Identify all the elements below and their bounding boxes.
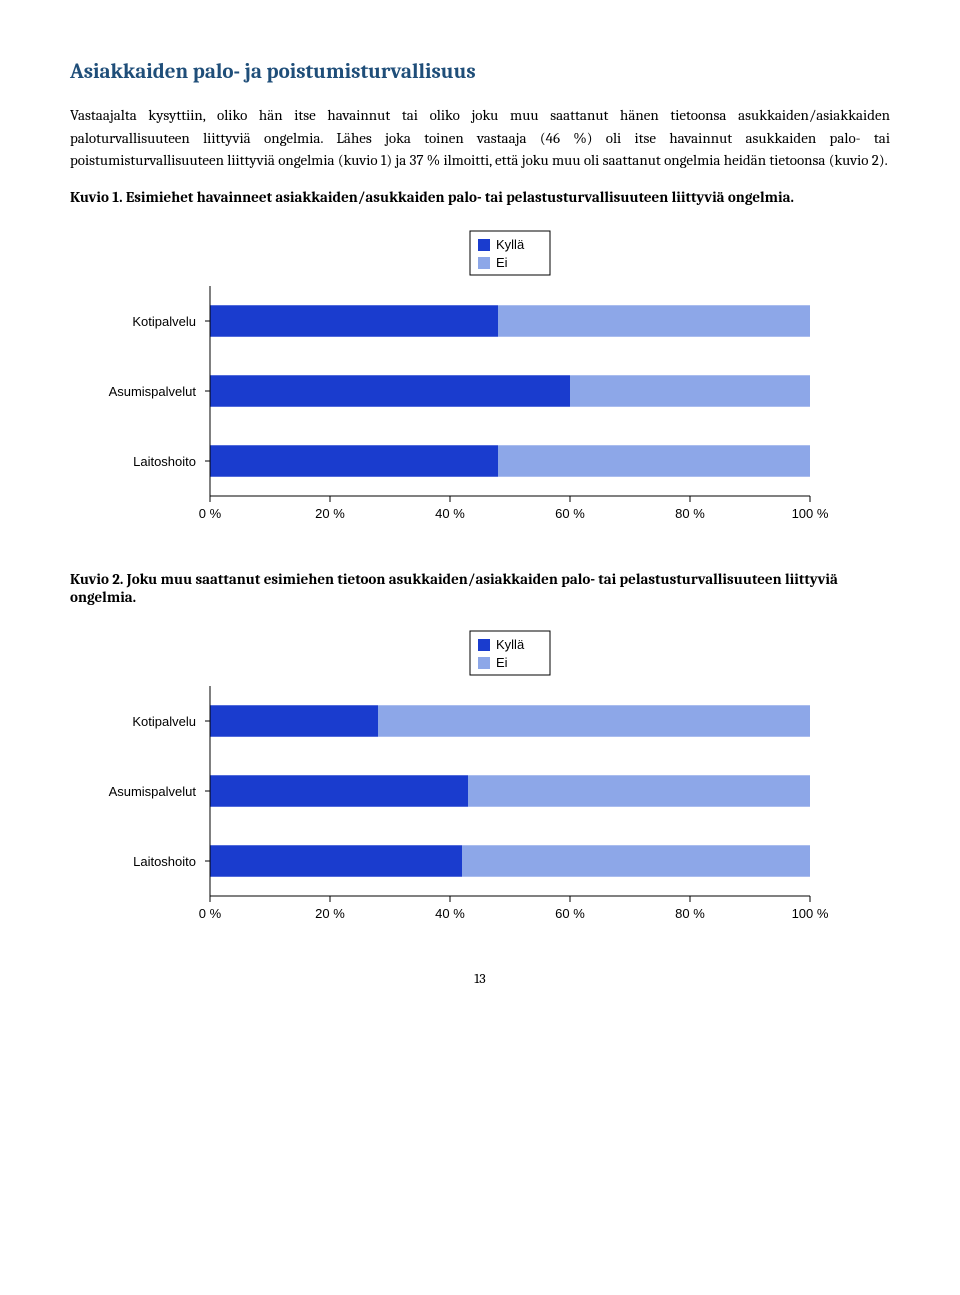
svg-text:Laitoshoito: Laitoshoito [133, 854, 196, 869]
svg-text:80 %: 80 % [675, 506, 705, 521]
svg-text:Kyllä: Kyllä [496, 637, 525, 652]
svg-text:Asumispalvelut: Asumispalvelut [109, 784, 197, 799]
chart1: Kyllä Ei Kotipalvelu Asumispalvelut Laitosho… [70, 226, 890, 540]
page-number: 13 [70, 970, 890, 987]
svg-text:Laitoshoito: Laitoshoito [133, 454, 196, 469]
svg-text:100 %: 100 % [792, 506, 829, 521]
chart2-svg: Kyllä Ei Kotipalvelu Asumispalvelut Laitosho… [70, 626, 850, 936]
chart2: Kyllä Ei Kotipalvelu Asumispalvelut Laitosho… [70, 626, 890, 940]
section-heading: Asiakkaiden palo- ja poistumisturvallisu… [70, 60, 890, 84]
svg-text:Asumispalvelut: Asumispalvelut [109, 384, 197, 399]
svg-text:100 %: 100 % [792, 906, 829, 921]
svg-text:20 %: 20 % [315, 906, 345, 921]
svg-text:0 %: 0 % [199, 906, 222, 921]
svg-text:0 %: 0 % [199, 506, 222, 521]
svg-text:Kotipalvelu: Kotipalvelu [132, 714, 196, 729]
svg-text:80 %: 80 % [675, 906, 705, 921]
svg-text:Kotipalvelu: Kotipalvelu [132, 314, 196, 329]
body-paragraph: Vastaajalta kysyttiin, oliko hän itse ha… [70, 104, 890, 172]
chart1-svg: Kyllä Ei Kotipalvelu Asumispalvelut Laitosho… [70, 226, 850, 536]
svg-text:Ei: Ei [496, 655, 508, 670]
svg-text:40 %: 40 % [435, 506, 465, 521]
figure1-caption: Kuvio 1. Esimiehet havainneet asiakkaide… [70, 188, 890, 206]
svg-text:Ei: Ei [496, 255, 508, 270]
svg-text:40 %: 40 % [435, 906, 465, 921]
figure2-caption: Kuvio 2. Joku muu saattanut esimiehen ti… [70, 570, 890, 606]
svg-text:20 %: 20 % [315, 506, 345, 521]
svg-text:60 %: 60 % [555, 506, 585, 521]
svg-text:60 %: 60 % [555, 906, 585, 921]
svg-text:Kyllä: Kyllä [496, 237, 525, 252]
